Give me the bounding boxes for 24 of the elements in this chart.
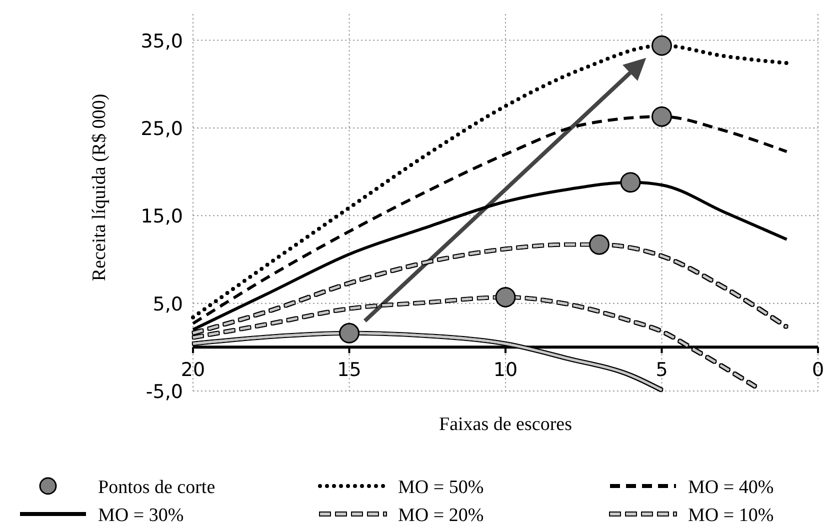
x-tick-label: 20 — [180, 359, 206, 382]
legend-label: MO = 20% — [398, 505, 484, 526]
point — [652, 35, 672, 56]
y-tick-label: -5,0 — [146, 381, 183, 403]
x-axis-title: Faixas de escores — [439, 414, 572, 435]
y-tick-label: 15,0 — [140, 206, 183, 228]
legend-label: Pontos de corte — [98, 477, 216, 498]
x-tick-label: 5 — [656, 359, 668, 382]
point — [620, 172, 641, 193]
x-tick-label: 0 — [812, 359, 824, 382]
x-tick-label: 10 — [493, 359, 518, 382]
legend-label: MO = 10% — [688, 505, 774, 526]
point — [495, 286, 516, 308]
legend-label: MO = 40% — [688, 477, 774, 498]
y-tick-label: 5,0 — [152, 293, 183, 316]
y-axis-title: Receita líquida (R$ 000) — [89, 94, 110, 282]
point — [339, 322, 360, 344]
point — [652, 106, 672, 127]
y-tick-label: 25,0 — [140, 118, 183, 140]
legend-label: MO = 50% — [398, 477, 484, 498]
legend-label: MO = 30% — [98, 505, 184, 526]
x-tick-label: 15 — [337, 359, 362, 382]
point — [589, 234, 610, 255]
y-tick-label: 35,0 — [140, 30, 183, 52]
